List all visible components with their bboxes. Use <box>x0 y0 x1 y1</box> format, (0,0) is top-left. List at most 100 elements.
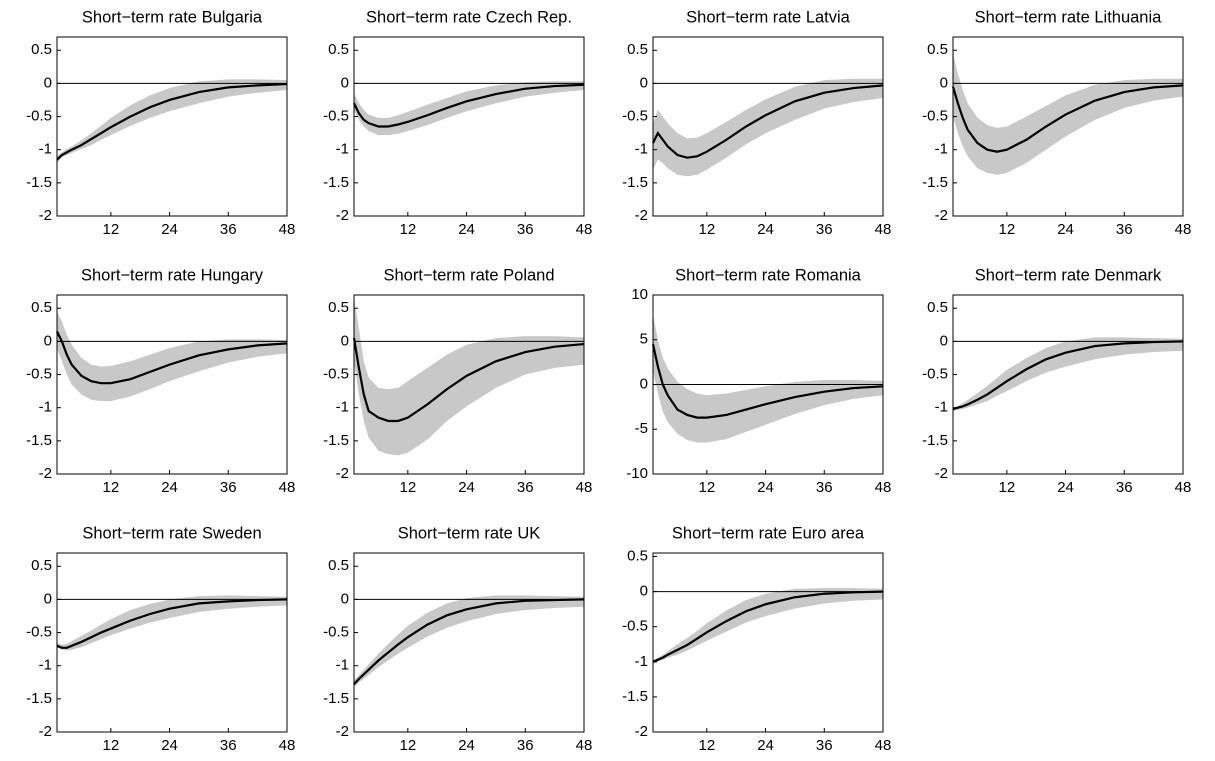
x-tick-label: 24 <box>757 737 774 754</box>
panel: Short−term rate UK -2 -1.5 -1 -0.5 0 0.5 12 24 36… <box>323 524 592 754</box>
panel-title: Short−term rate Bulgaria <box>82 8 263 26</box>
x-tick-label: 36 <box>220 737 237 754</box>
y-tick-label: -0.5 <box>323 108 349 125</box>
confidence-band <box>57 595 287 651</box>
y-tick-label: -1 <box>336 141 349 158</box>
y-tick-label: -0.5 <box>323 366 349 383</box>
x-tick-label: 36 <box>517 737 534 754</box>
median-line <box>353 598 585 686</box>
y-tick-label: -2 <box>336 465 349 482</box>
y-tick-label: -1.5 <box>922 432 948 449</box>
plot-frame <box>952 36 1184 217</box>
x-tick-label: 24 <box>757 479 774 496</box>
median-line <box>651 343 884 419</box>
x-tick-label: 24 <box>757 221 774 238</box>
panel-title: Short−term rate Latvia <box>686 8 851 26</box>
panel-title: Short−term rate Denmark <box>975 266 1162 284</box>
x-tick-label: 48 <box>576 479 593 496</box>
confidence-band <box>653 314 883 443</box>
panel: Short−term rate Euro area -2 -1.5 -1 -0.5 0 0.… <box>622 524 891 754</box>
y-tick-label: 0 <box>640 375 648 392</box>
y-tick-label: -2 <box>39 723 52 740</box>
x-tick-label: 24 <box>161 737 178 754</box>
y-tick-label: -2 <box>635 207 648 224</box>
y-tick-label: -1.5 <box>622 174 648 191</box>
plot-frame <box>652 552 884 733</box>
x-tick-label: 48 <box>279 479 296 496</box>
confidence-band <box>653 78 883 177</box>
y-tick-label: -1 <box>39 399 52 416</box>
y-tick-label: -1.5 <box>323 432 349 449</box>
x-tick-label: 12 <box>998 479 1015 496</box>
confidence-band <box>57 311 287 402</box>
panel: Short−term rate Sweden -2 -1.5 -1 -0.5 0 0.5 12… <box>26 524 295 754</box>
y-tick-label: 0.5 <box>31 41 52 58</box>
x-tick-label: 36 <box>816 737 833 754</box>
median-line <box>652 590 884 663</box>
median-line <box>952 340 1184 411</box>
y-tick-label: 0 <box>44 74 52 91</box>
x-tick-label: 12 <box>102 479 119 496</box>
median-line <box>652 84 884 159</box>
y-tick-label: 0.5 <box>927 41 948 58</box>
y-tick-label: -0.5 <box>622 108 648 125</box>
x-tick-label: 24 <box>161 479 178 496</box>
confidence-band <box>953 337 1183 412</box>
y-tick-label: 0.5 <box>627 547 648 564</box>
panel: Short−term rate Hungary -2 -1.5 -1 -0.5 0 0.5 1… <box>26 266 295 496</box>
y-tick-label: 0 <box>341 332 349 349</box>
y-tick-label: -10 <box>626 465 648 482</box>
panel: Short−term rate Bulgaria -2 -1.5 -1 -0.5 0 0.5… <box>26 8 295 238</box>
y-tick-label: -2 <box>39 207 52 224</box>
x-tick-label: 36 <box>816 221 833 238</box>
x-tick-label: 12 <box>399 737 416 754</box>
confidence-band <box>354 298 584 456</box>
median-line <box>56 330 288 385</box>
panel: Short−term rate Latvia -2 -1.5 -1 -0.5 0 0.5 12… <box>622 8 891 238</box>
y-tick-label: -0.5 <box>922 366 948 383</box>
y-tick-label: -1 <box>39 657 52 674</box>
panel: Short−term rate Czech Rep. -2 -1.5 -1 -0.5 0 0… <box>323 8 592 238</box>
x-tick-label: 24 <box>1057 221 1074 238</box>
y-tick-label: -5 <box>635 420 648 437</box>
y-tick-label: -0.5 <box>26 108 52 125</box>
x-tick-label: 12 <box>698 737 715 754</box>
y-tick-label: -1.5 <box>26 690 52 707</box>
x-tick-label: 36 <box>1116 479 1133 496</box>
panel-title: Short−term rate Euro area <box>672 524 865 542</box>
y-tick-label: -2 <box>635 723 648 740</box>
y-tick-label: 0 <box>640 74 648 91</box>
confidence-band <box>653 588 883 664</box>
y-tick-label: 0.5 <box>927 299 948 316</box>
plot-frame <box>353 552 585 733</box>
x-tick-label: 24 <box>1057 479 1074 496</box>
panel-title: Short−term rate Lithuania <box>975 8 1162 26</box>
x-tick-label: 12 <box>102 737 119 754</box>
x-tick-label: 36 <box>517 221 534 238</box>
x-tick-label: 48 <box>1175 479 1192 496</box>
confidence-band <box>57 79 287 163</box>
panel: Short−term rate Denmark -2 -1.5 -1 -0.5 0 0.5 1… <box>922 266 1191 496</box>
x-tick-label: 24 <box>458 737 475 754</box>
plot-frame <box>952 294 1184 475</box>
x-tick-label: 48 <box>875 737 892 754</box>
y-tick-label: -1 <box>935 399 948 416</box>
panel-title: Short−term rate Poland <box>383 266 554 284</box>
y-tick-label: 0.5 <box>31 299 52 316</box>
confidence-band <box>354 595 584 687</box>
y-tick-label: -2 <box>336 723 349 740</box>
x-tick-label: 36 <box>1116 221 1133 238</box>
y-tick-label: 0 <box>341 590 349 607</box>
x-tick-label: 48 <box>576 737 593 754</box>
y-tick-label: -0.5 <box>26 624 52 641</box>
y-tick-label: -1 <box>336 657 349 674</box>
plot-frame <box>56 36 288 217</box>
plot-frame <box>56 552 288 733</box>
x-tick-label: 24 <box>161 221 178 238</box>
x-tick-label: 48 <box>279 737 296 754</box>
y-tick-label: -1.5 <box>622 688 648 705</box>
y-tick-label: -1 <box>336 399 349 416</box>
x-tick-label: 12 <box>698 479 715 496</box>
y-tick-label: 0.5 <box>627 41 648 58</box>
plot-frame <box>353 294 585 475</box>
